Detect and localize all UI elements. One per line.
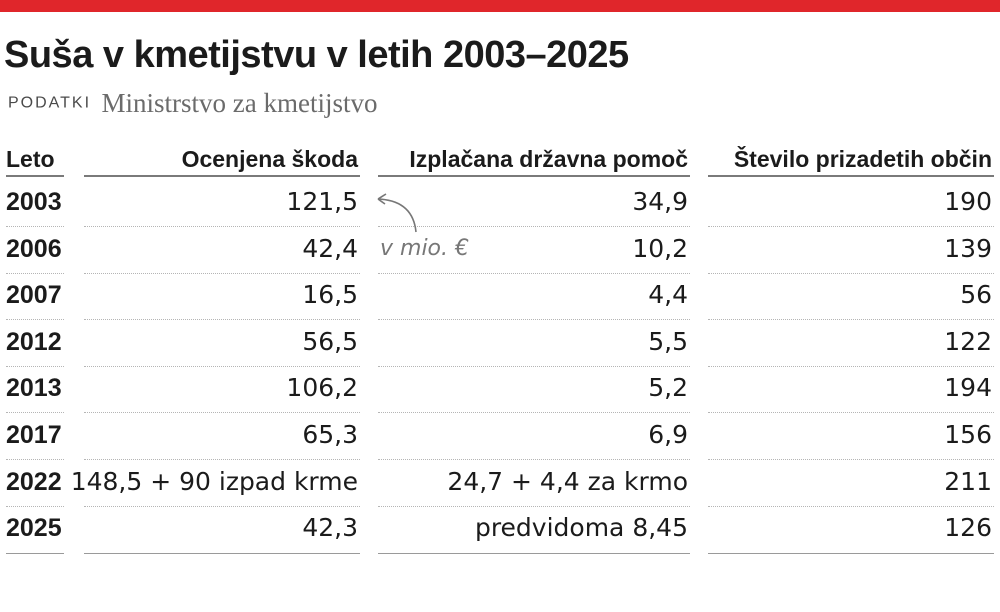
cell-municipalities: 126 <box>944 513 992 543</box>
row-divider <box>378 272 690 274</box>
cell-year: 2012 <box>6 327 62 356</box>
table-bottom-rule <box>6 553 64 555</box>
row-divider <box>6 319 64 321</box>
row-divider <box>84 412 360 414</box>
row-divider <box>84 505 360 507</box>
row-divider <box>84 272 360 274</box>
column-header-year: Leto <box>6 146 55 172</box>
row-divider <box>378 226 690 227</box>
column-header-damage: Ocenjena škoda <box>181 146 358 172</box>
cell-aid: 6,9 <box>648 420 688 449</box>
row-divider <box>84 226 360 227</box>
row-divider <box>378 505 690 507</box>
row-divider <box>84 459 360 460</box>
cell-year: 2022 <box>6 467 62 496</box>
cell-aid: 5,5 <box>648 326 688 356</box>
row-divider <box>708 272 994 274</box>
cell-damage: 16,5 <box>302 280 358 310</box>
cell-damage: 42,4 <box>302 233 358 263</box>
row-divider <box>378 412 690 414</box>
cell-municipalities: 56 <box>960 280 992 310</box>
row-divider <box>6 272 64 274</box>
column-header-aid: Izplačana državna pomoč <box>409 146 688 172</box>
row-divider <box>378 365 690 367</box>
cell-damage: 65,3 <box>302 420 358 449</box>
cell-aid: 24,7 + 4,4 za krmo <box>447 466 688 496</box>
cell-year: 2003 <box>6 188 62 216</box>
cell-municipalities: 122 <box>944 326 992 356</box>
table-bottom-rule <box>84 553 360 555</box>
row-divider <box>708 459 994 460</box>
row-divider <box>378 459 690 460</box>
cell-damage: 121,5 <box>286 187 358 216</box>
table-bottom-rule <box>708 553 994 555</box>
row-divider <box>708 365 994 367</box>
unit-pointer-arrow-icon <box>377 193 417 233</box>
header-rule-damage <box>84 175 360 177</box>
page-title: Suša v kmetijstvu v letih 2003–2025 <box>4 34 629 76</box>
unit-note: v mio. € <box>380 236 469 261</box>
header-rule-aid <box>378 175 690 177</box>
cell-aid: 34,9 <box>632 187 688 216</box>
cell-municipalities: 194 <box>944 373 992 403</box>
cell-municipalities: 190 <box>944 187 992 216</box>
cell-year: 2013 <box>6 374 62 403</box>
cell-aid: predvidoma 8,45 <box>474 513 688 543</box>
row-divider <box>84 365 360 367</box>
source-text: Ministrstvo za kmetijstvo <box>101 88 378 118</box>
cell-damage: 148,5 + 90 izpad krme <box>70 466 358 496</box>
row-divider <box>6 412 64 414</box>
cell-damage: 106,2 <box>286 373 358 403</box>
source-label: PODATKI <box>8 94 92 112</box>
column-header-municipalities: Število prizadetih občin <box>733 146 992 172</box>
cell-year: 2006 <box>6 234 62 263</box>
row-divider <box>378 319 690 321</box>
row-divider <box>6 459 64 460</box>
cell-municipalities: 139 <box>944 233 992 263</box>
cell-municipalities: 156 <box>944 420 992 449</box>
header-rule-year <box>6 175 64 177</box>
row-divider <box>84 319 360 321</box>
cell-damage: 42,3 <box>302 513 358 543</box>
row-divider <box>708 226 994 227</box>
row-divider <box>708 319 994 321</box>
cell-year: 2025 <box>6 514 62 543</box>
row-divider <box>6 365 64 367</box>
row-divider <box>708 505 994 507</box>
table-bottom-rule <box>378 553 690 555</box>
row-divider <box>6 226 64 227</box>
row-divider <box>708 412 994 414</box>
source-line: PODATKI Ministrstvo za kmetijstvo <box>8 88 378 119</box>
cell-aid: 5,2 <box>648 373 688 403</box>
cell-year: 2007 <box>6 281 62 310</box>
cell-municipalities: 211 <box>944 466 992 496</box>
cell-aid: 10,2 <box>632 233 688 263</box>
accent-bar <box>0 0 1000 12</box>
row-divider <box>6 505 64 507</box>
header-rule-municipalities <box>708 175 994 177</box>
cell-aid: 4,4 <box>648 280 688 310</box>
cell-year: 2017 <box>6 421 62 449</box>
cell-damage: 56,5 <box>302 326 358 356</box>
